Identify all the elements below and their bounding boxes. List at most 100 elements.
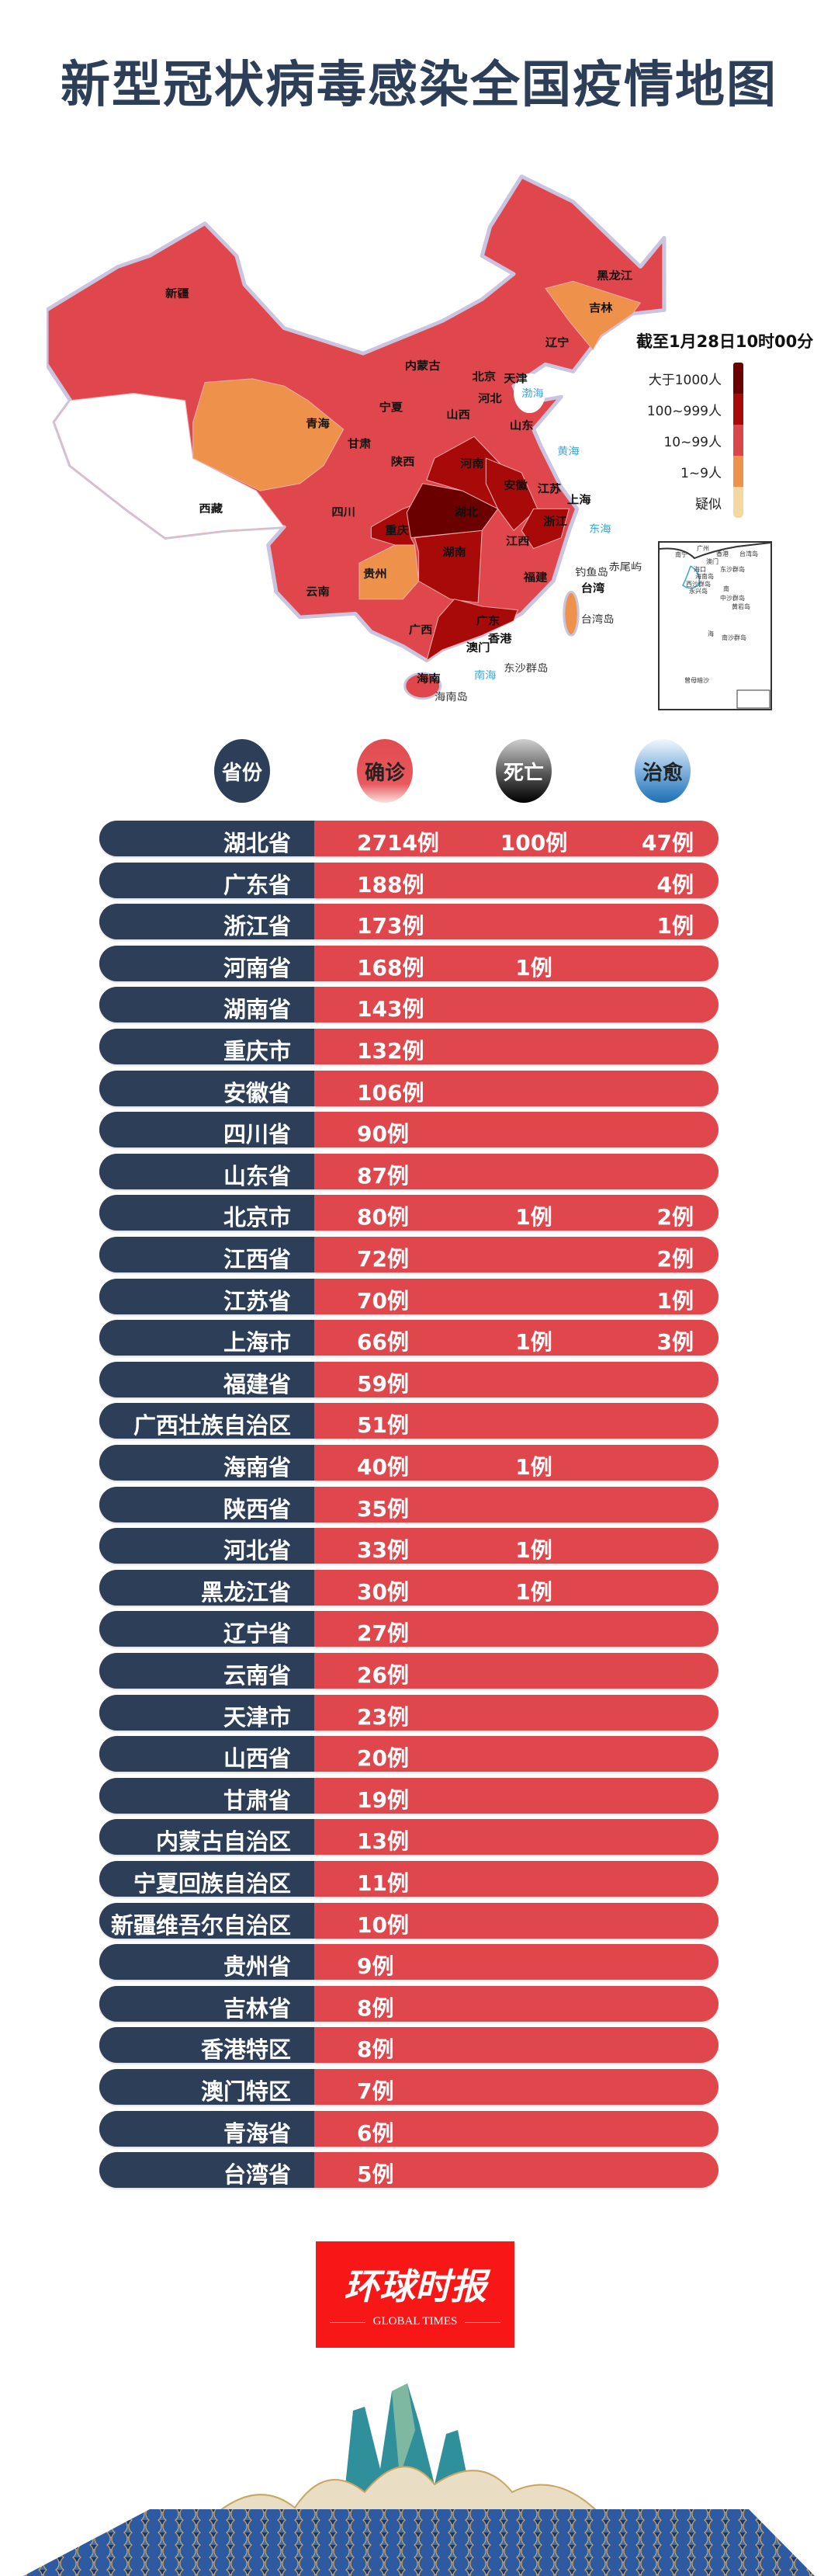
map-label-30: 台湾 (581, 582, 605, 595)
province-cell: 重庆市 (99, 1029, 314, 1064)
map-label-24: 福建 (523, 571, 548, 584)
table-row: 北京市 80例 1例 2例 (99, 1195, 719, 1231)
bohai-sea (514, 373, 545, 414)
table-row: 澳门特区 7例 (99, 2069, 719, 2105)
map-label-32: 吉林 (589, 301, 613, 314)
sea-label-4: 钓鱼岛 (575, 566, 608, 578)
map-label-1: 西藏 (199, 502, 223, 516)
confirmed-count: 188例 (357, 871, 424, 897)
province-name: 安徽省 (223, 1079, 291, 1106)
province-cell: 台湾省 (99, 2152, 314, 2189)
inset-label-14: 南沙群岛 (722, 634, 746, 641)
map-label-9: 山西 (446, 409, 470, 422)
map-label-31: 黑龙江 (597, 269, 632, 283)
province-cell: 上海市 (99, 1320, 314, 1356)
confirmed-count: 8例 (357, 2036, 394, 2063)
map-label-13: 四川 (331, 506, 355, 519)
province-cell: 江苏省 (99, 1278, 314, 1314)
deaths-count: 100例 (500, 830, 568, 856)
province-cell: 山西省 (99, 1736, 314, 1772)
table-row: 内蒙古自治区 13例 (99, 1819, 719, 1856)
province-name: 海南省 (223, 1454, 291, 1481)
cured-count: 47例 (642, 830, 694, 856)
confirmed-count: 143例 (357, 996, 424, 1022)
south-china-sea-inset: 广州 南宁 香港 澳门 台湾岛 海口 海南岛 东沙群岛 西沙群岛 永兴岛 南中沙群岛 黄岩岛海南沙群岛… (658, 541, 772, 710)
region-zhejiang (521, 508, 570, 550)
cured-count: 2例 (656, 1204, 694, 1231)
sea-label-5: 赤尾屿 (608, 561, 642, 573)
map-label-0: 新疆 (165, 287, 189, 300)
province-cell: 吉林省 (99, 1985, 314, 2022)
table-row: 山东省 87例 (99, 1153, 719, 1189)
province-name: 江苏省 (223, 1287, 291, 1314)
confirmed-count: 19例 (357, 1786, 409, 1813)
province-name: 北京市 (223, 1204, 291, 1231)
province-name: 湖南省 (223, 996, 291, 1023)
map-label-22: 贵州 (363, 567, 387, 580)
region-guangdong (425, 599, 518, 662)
inset-label-4: 台湾岛 (739, 550, 758, 557)
confirmed-count: 40例 (357, 1454, 409, 1480)
region-anhui (485, 457, 538, 532)
inset-label-9: 永兴岛 (689, 587, 708, 595)
province-cell: 四川省 (99, 1112, 314, 1148)
province-name: 天津市 (223, 1703, 291, 1731)
province-cell: 广东省 (99, 862, 314, 898)
province-cell: 湖南省 (99, 987, 314, 1023)
confirmed-count: 72例 (357, 1246, 409, 1272)
table-row: 陕西省 35例 (99, 1486, 719, 1522)
legend-swatch (733, 363, 743, 394)
deaths-count: 1例 (515, 1537, 552, 1564)
province-cell: 香港特区 (99, 2027, 314, 2064)
map-label-33: 辽宁 (545, 336, 570, 349)
inset-label-11: 中沙群岛 (720, 594, 745, 602)
region-tibet (54, 392, 286, 539)
province-name: 台湾省 (223, 2161, 291, 2189)
table-row: 四川省 90例 (99, 1112, 719, 1148)
province-cell: 陕西省 (99, 1486, 314, 1522)
province-cell: 宁夏回族自治区 (99, 1861, 314, 1897)
cured-count: 1例 (656, 913, 694, 939)
sea-label-7: 海南岛 (435, 692, 468, 703)
province-cell: 甘肃省 (99, 1777, 314, 1814)
legend-item: 10~99人 (644, 425, 745, 456)
logo-chinese: 环球时报 (344, 2265, 487, 2307)
map-label-18: 上海 (567, 493, 591, 506)
inset-label-1: 南宁 (675, 550, 687, 558)
table-row: 贵州省 9例 (99, 1944, 719, 1981)
header-confirmed: 确诊 (357, 739, 413, 803)
confirmed-count: 23例 (357, 1703, 409, 1730)
province-name: 福建省 (223, 1370, 291, 1397)
confirmed-count: 8例 (357, 1994, 394, 2021)
confirmed-count: 30例 (357, 1578, 409, 1605)
legend-swatch (733, 394, 743, 425)
province-name: 辽宁省 (223, 1620, 291, 1647)
confirmed-count: 33例 (357, 1537, 409, 1564)
inset-label-8: 西沙群岛 (686, 580, 711, 588)
table-row: 湖北省 2714例 100例 47例 (99, 821, 719, 856)
table-row: 安徽省 106例 (99, 1070, 719, 1106)
legend-swatch (733, 456, 743, 487)
legend-label: 1~9人 (680, 466, 722, 481)
table-row: 福建省 59例 (99, 1361, 719, 1397)
region-hubei (406, 483, 499, 539)
wave-crests (207, 2466, 608, 2520)
table-row: 海南省 40例 1例 (99, 1445, 719, 1481)
inset-label-0: 广州 (697, 544, 709, 552)
table-row: 云南省 26例 (99, 1653, 719, 1689)
confirmed-count: 27例 (357, 1620, 409, 1647)
sea-label-8: 东沙群岛 (504, 662, 548, 674)
confirmed-count: 13例 (357, 1828, 409, 1855)
province-cell: 山东省 (99, 1153, 314, 1189)
map-label-27: 香港 (488, 632, 512, 645)
header-deaths: 死亡 (496, 739, 552, 803)
map-label-2: 青海 (306, 417, 330, 430)
table-row: 甘肃省 19例 (99, 1777, 719, 1814)
province-cell: 贵州省 (99, 1944, 314, 1981)
header-cured: 治愈 (635, 739, 691, 803)
legend: 大于1000人 100~999人 10~99人 1~9人 疑似 (644, 363, 745, 518)
map-label-4: 宁夏 (379, 401, 403, 414)
cured-count: 1例 (656, 1287, 694, 1314)
table-row: 湖南省 143例 (99, 987, 719, 1023)
map-label-20: 江西 (506, 535, 530, 548)
